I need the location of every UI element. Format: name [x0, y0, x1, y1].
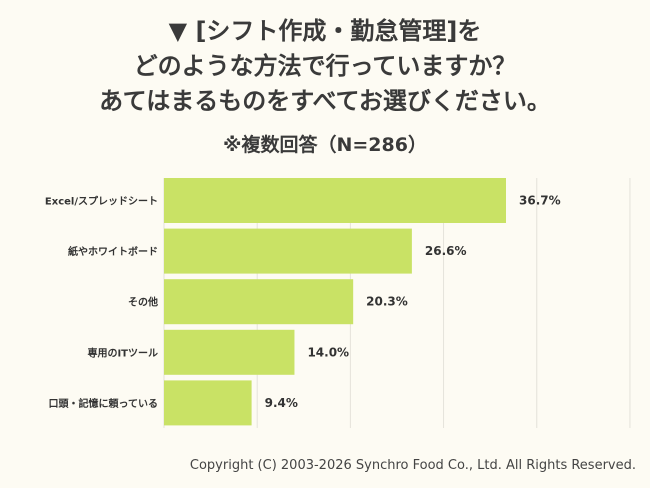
bar [164, 329, 295, 375]
value-label: 36.7% [519, 194, 561, 208]
chart-subtitle: ※複数回答（N=286） [223, 134, 427, 156]
title-line-3: あてはまるものをすべてお選びください。 [99, 87, 551, 115]
category-label: Excel/スプレッドシート [45, 195, 158, 208]
category-label: 紙やホワイトボード [68, 245, 158, 258]
value-label: 9.4% [265, 396, 298, 410]
title-line-2: どのような方法で行っていますか？ [133, 52, 517, 80]
value-label: 26.6% [425, 244, 467, 258]
category-label: その他 [128, 296, 158, 309]
title-line-1: ▼ [シフト作成・勤怠管理]を [168, 17, 482, 45]
copyright-footer: Copyright (C) 2003-2026 Synchro Food Co.… [189, 458, 636, 473]
bar [164, 228, 412, 274]
category-label: 専用のITツール [87, 346, 158, 359]
chart-title: ▼ [シフト作成・勤怠管理]を どのような方法で行っていますか？ あてはまるもの… [0, 14, 650, 119]
bar [164, 279, 354, 325]
category-label: 口頭・記憶に頼っている [49, 397, 159, 410]
bar [164, 178, 506, 223]
value-label: 20.3% [366, 295, 408, 309]
bar [164, 380, 252, 426]
value-label: 14.0% [307, 345, 349, 359]
